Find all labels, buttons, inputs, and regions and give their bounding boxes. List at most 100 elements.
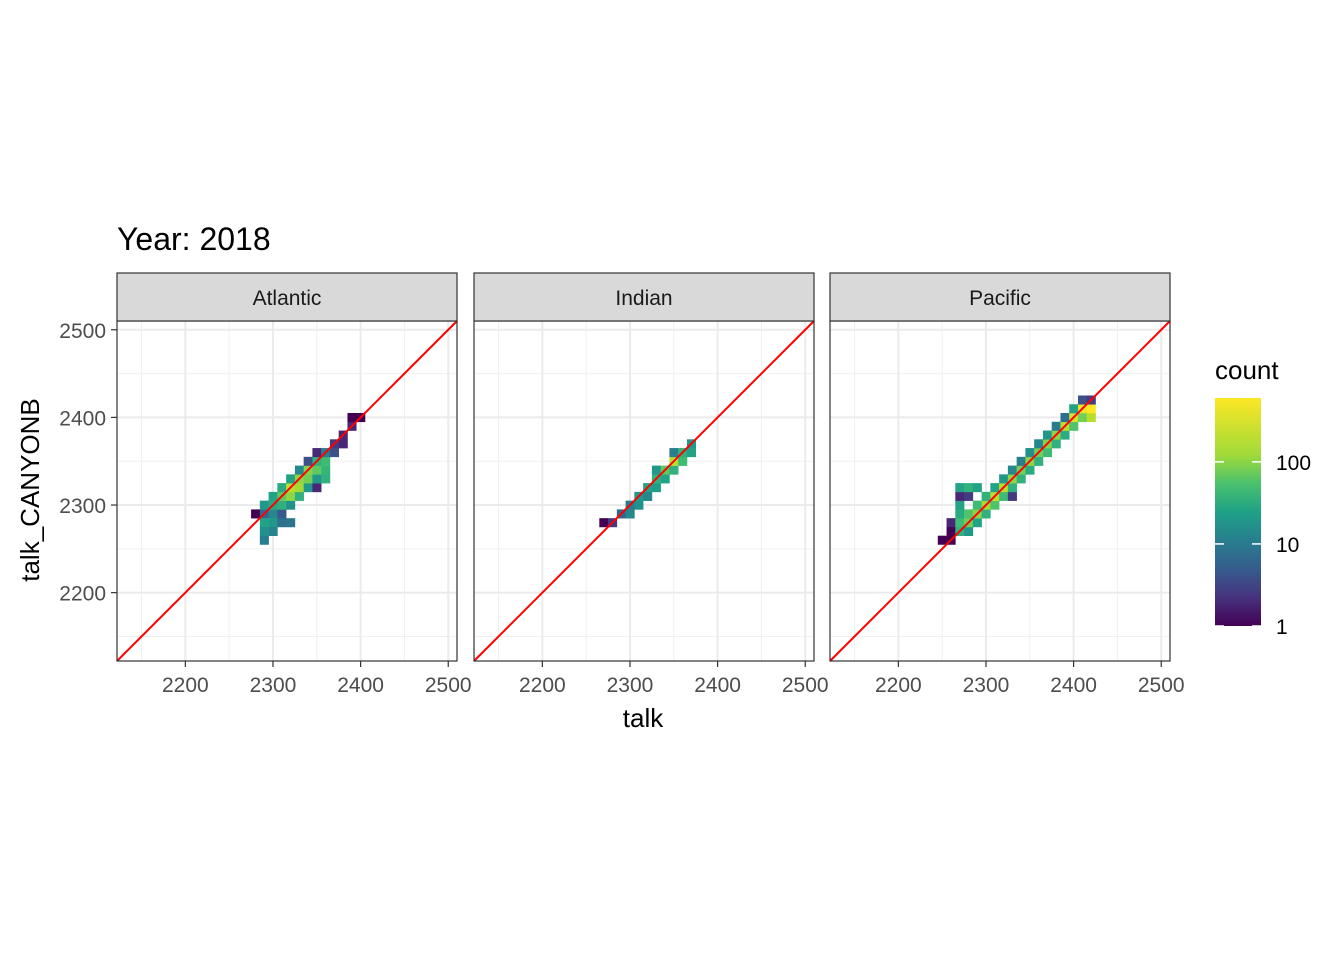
legend-title: count — [1215, 355, 1279, 385]
heatmap-bin — [678, 456, 688, 466]
heatmap-bin — [686, 448, 697, 458]
heatmap-bin — [338, 439, 348, 449]
x-tick-label: 2300 — [607, 674, 654, 697]
heatmap-bin — [286, 491, 296, 501]
heatmap-bin — [669, 448, 679, 458]
x-tick-label: 2400 — [694, 674, 741, 697]
heatmap-bin — [1060, 430, 1070, 440]
reference-line — [829, 320, 1171, 662]
heatmap-bin — [651, 483, 661, 493]
facet-label: Indian — [615, 287, 672, 310]
heatmap-bin — [1007, 491, 1017, 501]
reference-line — [116, 320, 458, 662]
heatmap-bin — [259, 500, 269, 510]
x-tick-label: 2200 — [875, 674, 922, 697]
heatmap-bin — [312, 448, 322, 458]
heatmap-bin — [303, 483, 313, 493]
heatmap-bin — [946, 518, 956, 528]
heatmap-bin — [277, 483, 287, 493]
y-tick-label: 2300 — [59, 495, 106, 518]
heatmap-bin — [1016, 456, 1026, 466]
x-tick-label: 2300 — [963, 674, 1010, 697]
heatmap-bin — [294, 465, 304, 475]
heatmap-bin — [937, 535, 947, 545]
x-axis-label: talk — [623, 703, 664, 733]
heatmap-bin — [1025, 448, 1035, 458]
panel-pacific: Pacific 2200 2300 2400 2500 — [829, 272, 1185, 697]
heatmap-bin — [1077, 413, 1088, 423]
heatmap-bin — [1051, 421, 1061, 431]
facet-label: Atlantic — [253, 287, 322, 310]
x-tick-label: 2500 — [782, 674, 829, 697]
x-tick-label: 2400 — [1050, 674, 1097, 697]
reference-line — [473, 320, 815, 662]
heatmap-bin — [259, 535, 269, 545]
heatmap-bin — [990, 483, 1000, 493]
heatmap-bin — [312, 483, 322, 493]
heatmap-bin — [981, 491, 991, 501]
heatmap-bin — [268, 491, 278, 501]
heatmap-bin — [321, 456, 331, 466]
heatmap-bin — [1034, 456, 1044, 466]
legend-tick-label: 100 — [1276, 452, 1311, 475]
heatmap-bin — [294, 483, 304, 493]
facet-strip — [473, 272, 815, 322]
heatmap-bin — [972, 483, 982, 493]
heatmap-bin — [277, 509, 287, 519]
heatmap-bin — [1069, 404, 1079, 414]
heatmap-bin — [286, 518, 296, 528]
heatmap-bin — [955, 491, 965, 501]
legend-tick-label: 1 — [1276, 616, 1288, 639]
heatmap-bin — [1060, 413, 1070, 423]
heatmap-bin — [259, 518, 269, 528]
heatmap-bin — [1051, 439, 1061, 449]
legend-ticks: 1 10 100 — [1215, 452, 1311, 639]
heatmap-bin — [964, 509, 974, 519]
heatmap-bin — [1069, 421, 1079, 431]
heatmap-bin — [1007, 483, 1017, 493]
heatmap-bin — [1034, 439, 1044, 449]
heatmap-bin — [1007, 465, 1017, 475]
heatmap-bin — [312, 465, 322, 475]
y-tick-label: 2200 — [59, 583, 106, 606]
heatmap-bin — [259, 526, 269, 536]
x-tick-label: 2300 — [250, 674, 297, 697]
heatmap-bin — [964, 483, 974, 493]
heatmap-bin — [964, 526, 974, 536]
heatmap-bin — [1077, 395, 1088, 405]
heatmap-bin — [347, 413, 357, 423]
heatmap-bin — [277, 518, 287, 528]
heatmap-bin — [251, 509, 261, 519]
y-tick-label: 2500 — [59, 320, 106, 343]
x-tick-label: 2500 — [425, 674, 472, 697]
heatmap-bin — [321, 465, 331, 475]
x-tick-label: 2500 — [1138, 674, 1185, 697]
heatmap-bin — [321, 474, 331, 484]
x-tick-label: 2200 — [519, 674, 566, 697]
heatmap-bin — [1086, 413, 1096, 423]
facet-label: Pacific — [969, 287, 1031, 310]
heatmap-bin — [972, 518, 982, 528]
heatmap-bin — [268, 509, 278, 519]
heatmap-bin — [955, 518, 965, 528]
heatmap-bin — [955, 509, 965, 519]
heatmap-bin — [303, 474, 313, 484]
heatmap-bin — [990, 500, 1000, 510]
legend-tick-label: 10 — [1276, 534, 1299, 557]
legend-colorbar — [1215, 398, 1261, 626]
panel-atlantic: Atlantic 2200 2300 2400 2500 2200 2300 2400 2500 — [59, 272, 472, 697]
heatmap-bin — [999, 491, 1009, 501]
heatmap-bin — [634, 500, 644, 510]
heatmap-bin — [1016, 474, 1026, 484]
heatmap-bin — [651, 465, 661, 475]
facet-strip — [829, 272, 1171, 322]
x-tick-label: 2200 — [162, 674, 209, 697]
panel-indian: Indian 2200 2300 2400 2500 — [473, 272, 829, 697]
heatmap-bin — [955, 483, 965, 493]
heatmap-bin — [312, 474, 322, 484]
heatmap-bin — [643, 491, 653, 501]
x-tick-label: 2400 — [337, 674, 384, 697]
heatmap-bin — [955, 500, 965, 510]
heatmap-bin — [669, 465, 679, 475]
